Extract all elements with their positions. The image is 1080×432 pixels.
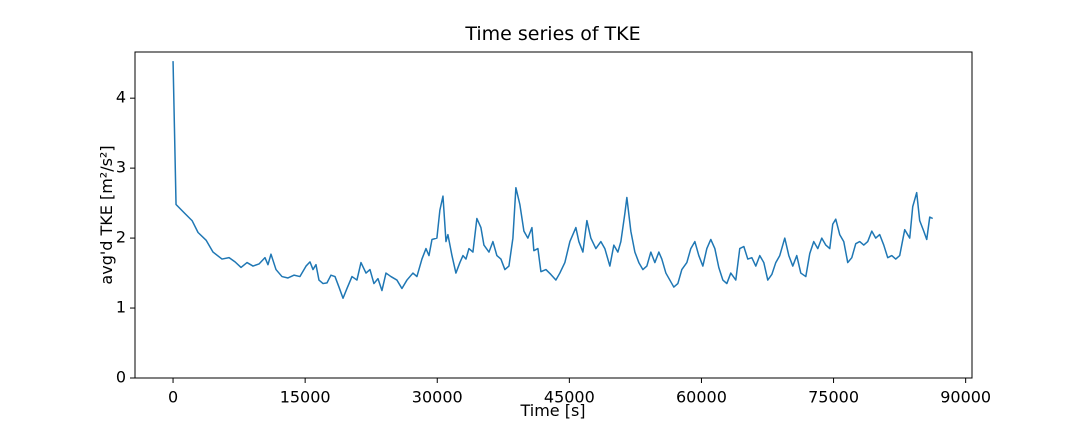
x-tick-label: 30000 [412,388,463,407]
x-axis-label: Time [s] [519,401,585,420]
x-tick-label: 15000 [280,388,331,407]
y-tick-label: 0 [116,368,126,387]
data-line [172,61,934,299]
y-tick-label: 2 [116,228,126,247]
y-axis-label: avg'd TKE [m²/s²] [97,145,116,284]
x-tick-label: 45000 [544,388,595,407]
y-tick-label: 1 [116,298,126,317]
x-tick-label: 90000 [940,388,991,407]
chart-title: Time series of TKE [464,23,640,45]
x-tick-label: 75000 [808,388,859,407]
y-tick-label: 3 [116,158,126,177]
plot-frame [134,51,973,379]
y-tick-label: 4 [116,88,126,107]
x-tick-label: 60000 [676,388,727,407]
x-tick-label: 0 [168,388,178,407]
